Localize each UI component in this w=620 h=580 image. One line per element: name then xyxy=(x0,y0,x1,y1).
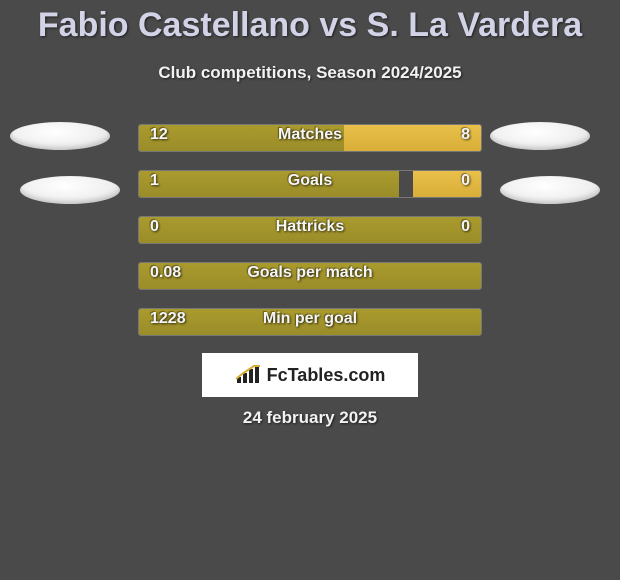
stat-label: Goals xyxy=(138,172,482,190)
stat-label: Matches xyxy=(138,126,482,144)
flag-ellipse xyxy=(500,176,600,204)
stat-label: Hattricks xyxy=(138,218,482,236)
flag-ellipse xyxy=(10,122,110,150)
flag-ellipse xyxy=(20,176,120,204)
page-subtitle: Club competitions, Season 2024/2025 xyxy=(0,63,620,83)
page-title: Fabio Castellano vs S. La Vardera xyxy=(0,0,620,45)
brand-box: FcTables.com xyxy=(202,353,418,397)
date-label: 24 february 2025 xyxy=(0,408,620,428)
stat-label: Goals per match xyxy=(138,264,482,282)
brand-label: FcTables.com xyxy=(235,365,386,386)
bar-chart-icon xyxy=(235,365,261,385)
stat-row: 1228Min per goal xyxy=(0,296,620,342)
brand-text: FcTables.com xyxy=(267,365,386,386)
stat-row: 00Hattricks xyxy=(0,204,620,250)
flag-ellipse xyxy=(490,122,590,150)
infographic-container: Fabio Castellano vs S. La Vardera Club c… xyxy=(0,0,620,580)
stat-row: 0.08Goals per match xyxy=(0,250,620,296)
stat-label: Min per goal xyxy=(138,310,482,328)
